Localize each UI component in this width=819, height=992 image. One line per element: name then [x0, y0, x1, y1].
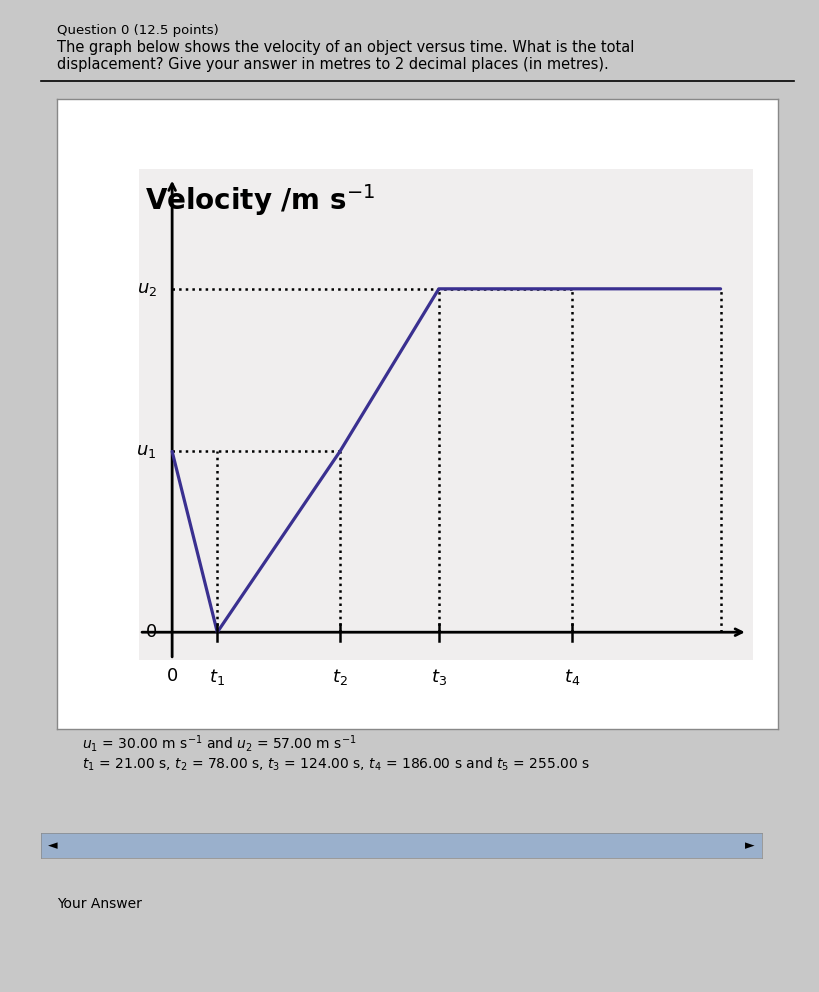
- Text: $u_1$ = 30.00 m s$^{-1}$ and $u_2$ = 57.00 m s$^{-1}$: $u_1$ = 30.00 m s$^{-1}$ and $u_2$ = 57.…: [82, 733, 356, 754]
- Text: $t_3$: $t_3$: [431, 667, 447, 686]
- Text: 0: 0: [146, 623, 156, 641]
- Text: displacement? Give your answer in metres to 2 decimal places (in metres).: displacement? Give your answer in metres…: [57, 58, 609, 72]
- Text: $u_2$: $u_2$: [137, 280, 156, 298]
- Text: $t_1$: $t_1$: [210, 667, 225, 686]
- Text: $t_2$: $t_2$: [332, 667, 348, 686]
- Text: $t_4$: $t_4$: [564, 667, 581, 686]
- Text: $t_1$ = 21.00 s, $t_2$ = 78.00 s, $t_3$ = 124.00 s, $t_4$ = 186.00 s and $t_5$ =: $t_1$ = 21.00 s, $t_2$ = 78.00 s, $t_3$ …: [82, 756, 590, 773]
- Text: Velocity /m s$^{-1}$: Velocity /m s$^{-1}$: [145, 183, 375, 218]
- Text: 0: 0: [166, 667, 178, 684]
- Text: Your Answer: Your Answer: [57, 897, 143, 911]
- Text: ◄: ◄: [48, 839, 58, 852]
- Text: Question 0 (12.5 points): Question 0 (12.5 points): [57, 24, 219, 37]
- Text: $u_1$: $u_1$: [137, 442, 156, 460]
- Text: The graph below shows the velocity of an object versus time. What is the total: The graph below shows the velocity of an…: [57, 40, 635, 55]
- Text: ►: ►: [744, 839, 754, 852]
